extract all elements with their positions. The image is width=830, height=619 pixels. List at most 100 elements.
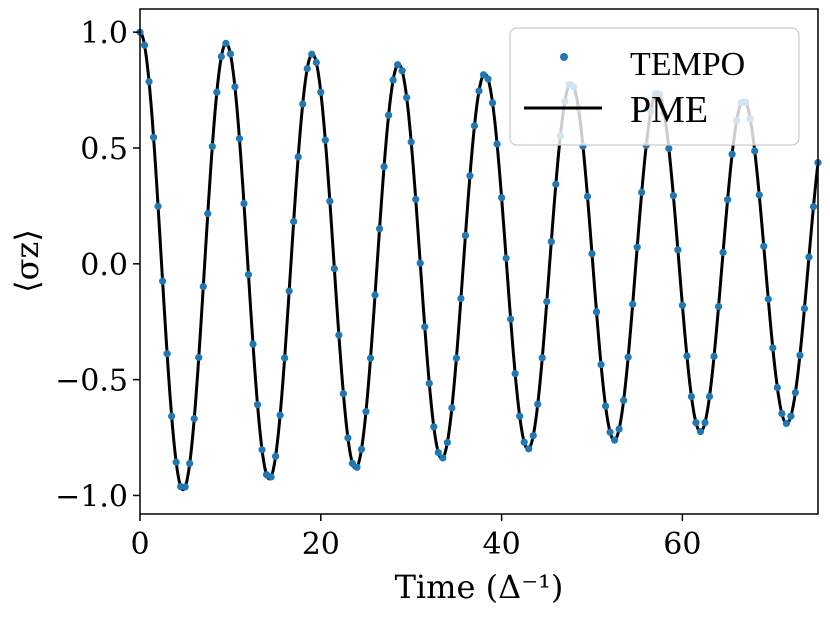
tempo-point (339, 390, 347, 398)
tempo-point (226, 50, 234, 58)
tempo-point (809, 203, 818, 211)
x-tick-label: 60 (663, 527, 701, 562)
y-tick-label: 0.0 (80, 248, 128, 283)
tempo-point (511, 370, 519, 378)
tempo-point (145, 77, 153, 86)
tempo-point (154, 202, 162, 210)
tempo-point (375, 225, 384, 233)
tempo-point (529, 432, 537, 440)
tempo-point (425, 379, 433, 387)
x-axis-label: Time (Δ⁻¹) (395, 568, 564, 606)
tempo-point (285, 287, 293, 295)
tempo-point (421, 323, 429, 331)
y-tick-label: −0.5 (55, 364, 128, 399)
tempo-point (452, 354, 460, 362)
tempo-point (773, 383, 781, 392)
tempo-point (638, 188, 646, 196)
tempo-point (412, 195, 420, 203)
tempo-point (149, 133, 158, 141)
tempo-point (520, 438, 528, 446)
tempo-point (380, 163, 388, 171)
tempo-point (195, 353, 203, 362)
tempo-point (398, 67, 406, 75)
tempo-point (443, 438, 451, 447)
tempo-point (547, 237, 555, 246)
tempo-point (344, 434, 352, 442)
tempo-point (778, 409, 786, 418)
tempo-point (249, 340, 257, 348)
tempo-point (665, 144, 673, 153)
tempo-point (751, 147, 759, 155)
tempo-point (181, 483, 189, 491)
tempo-point (362, 408, 370, 416)
tempo-point (321, 136, 329, 144)
tempo-point (498, 194, 506, 202)
tempo-point (597, 360, 605, 369)
tempo-point (552, 180, 560, 188)
tempo-point (728, 150, 736, 158)
tempo-point (299, 100, 307, 108)
tempo-point (222, 39, 230, 48)
plot-frame (139, 8, 819, 515)
y-tick-label: 1.0 (80, 16, 128, 51)
tempo-point (760, 242, 768, 250)
tempo-point (403, 93, 411, 102)
tempo-point (583, 192, 592, 201)
tempo-point (272, 452, 280, 460)
tempo-point (620, 396, 628, 404)
tempo-point (394, 61, 402, 69)
tempo-point (231, 83, 239, 91)
tempo-point (624, 353, 632, 361)
tempo-point (326, 197, 334, 205)
tempo-point (213, 88, 221, 96)
tempo-point (633, 243, 641, 251)
legend-tempo-label: TEMPO (630, 46, 745, 83)
tempo-point (235, 135, 244, 143)
tempo-point (696, 428, 705, 436)
tempo-point (457, 294, 465, 303)
tempo-point (276, 411, 284, 419)
legend-pme-label: PME (630, 89, 708, 131)
tempo-point (669, 192, 677, 200)
tempo-point (253, 401, 262, 409)
tempo-point (678, 301, 687, 309)
markers-layer (136, 28, 822, 491)
y-axis-label: ⟨σz⟩ (8, 229, 46, 293)
tempo-point (172, 458, 180, 466)
tempo-point (592, 308, 601, 316)
tempo-point (791, 389, 800, 397)
tempo-point (140, 41, 149, 49)
x-tick-label: 40 (483, 527, 521, 562)
tempo-point (805, 253, 813, 261)
tempo-point (389, 76, 397, 84)
tempo-point (538, 354, 546, 362)
tempo-point (308, 50, 316, 58)
tempo-point (787, 412, 795, 420)
tempo-point (800, 304, 809, 313)
tempo-point (217, 52, 225, 61)
tempo-point (755, 191, 763, 199)
tempo-point (186, 459, 194, 468)
tempo-point (479, 71, 488, 79)
y-tick-label: 0.5 (80, 132, 128, 167)
tempo-point (484, 75, 492, 83)
tempo-point (434, 448, 442, 457)
tempo-point (330, 264, 338, 273)
tempo-point (687, 392, 696, 401)
tempo-point (416, 259, 424, 267)
tempo-point (466, 172, 474, 180)
tempo-point (312, 58, 320, 67)
tempo-point (163, 350, 171, 358)
tempo-point (525, 445, 533, 453)
tempo-point (208, 142, 216, 151)
tempo-point (705, 392, 714, 401)
tempo-point (611, 436, 619, 444)
tempo-point (606, 428, 614, 436)
tempo-point (385, 111, 393, 119)
tempo-point (714, 302, 723, 311)
tempo-point (764, 295, 772, 303)
tempo-point (674, 246, 682, 254)
ticks-layer: 0 20 40 60 1.0 0.5 0.0 −0.5 −1.0 (55, 16, 701, 562)
tempo-point (588, 250, 596, 258)
tempo-point (335, 331, 343, 339)
